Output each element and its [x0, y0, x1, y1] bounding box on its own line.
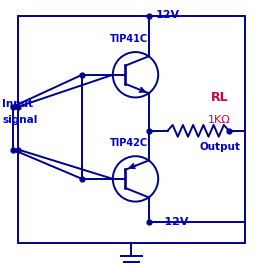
Text: Input: Input	[2, 100, 33, 109]
Text: RL: RL	[211, 91, 228, 104]
Text: −12V: −12V	[156, 217, 189, 227]
Text: 12V: 12V	[156, 10, 180, 20]
Text: TIP41C: TIP41C	[110, 34, 148, 44]
Text: Output: Output	[199, 142, 240, 151]
Text: TIP42C: TIP42C	[110, 138, 148, 148]
Text: 1KΩ: 1KΩ	[208, 116, 231, 125]
Text: signal: signal	[2, 116, 37, 125]
